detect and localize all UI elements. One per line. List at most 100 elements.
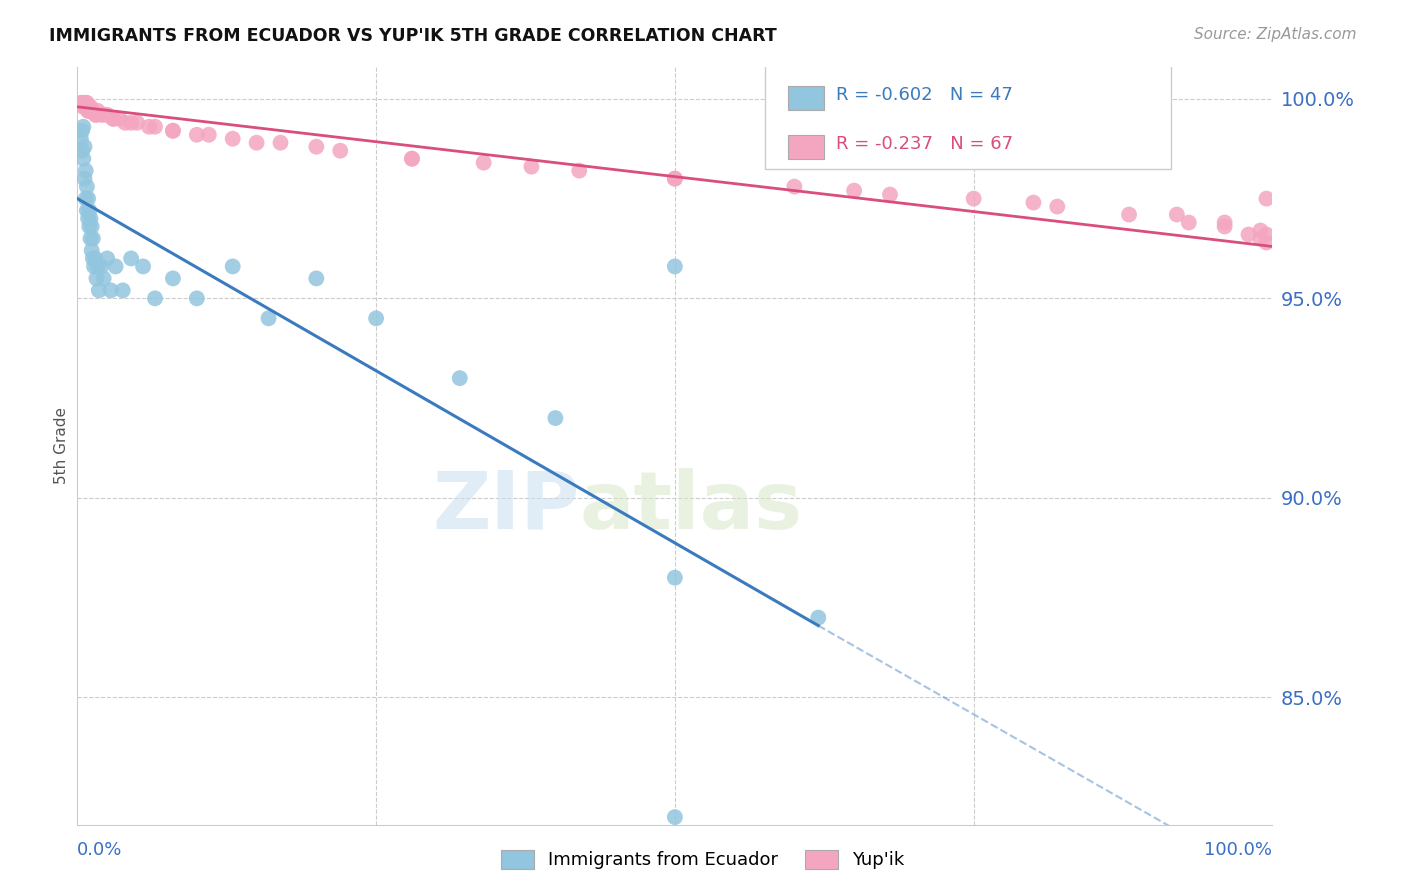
Point (664, 171, 686, 186)
Point (73, 100, 96, 114)
Point (305, 271, 328, 285)
Point (76, 179, 98, 194)
Point (1178, 215, 1201, 229)
Point (1213, 215, 1236, 229)
Point (72, 95, 94, 110)
Point (1022, 195, 1045, 210)
Legend: Immigrants from Ecuador, Yup'ik: Immigrants from Ecuador, Yup'ik (492, 841, 914, 879)
Point (120, 116, 142, 130)
Point (100, 284, 122, 298)
Point (79, 211, 101, 226)
Point (305, 139, 328, 153)
Point (783, 179, 806, 194)
Point (80, 244, 103, 258)
Point (143, 291, 166, 305)
FancyBboxPatch shape (789, 136, 824, 160)
Point (664, 810, 686, 824)
Point (76, 203, 98, 218)
Point (72, 100, 94, 114)
Point (93, 108, 115, 122)
Point (80, 219, 103, 234)
Point (257, 311, 280, 326)
Point (664, 171, 686, 186)
Point (449, 371, 471, 385)
Point (186, 128, 208, 142)
Point (520, 160, 543, 174)
Point (120, 252, 142, 266)
Point (96, 252, 118, 266)
Point (162, 124, 184, 138)
Point (84, 108, 107, 122)
Point (86, 108, 108, 122)
Point (84, 252, 107, 266)
Point (108, 112, 131, 126)
Point (1213, 219, 1236, 234)
Point (1046, 200, 1069, 214)
Point (79, 100, 101, 114)
Point (114, 116, 136, 130)
Point (664, 260, 686, 274)
Point (138, 120, 160, 134)
Point (103, 112, 124, 126)
Point (79, 103, 101, 118)
Point (75, 163, 97, 178)
Point (75, 100, 97, 114)
Point (79, 219, 101, 234)
Point (366, 311, 388, 326)
Point (544, 411, 567, 425)
Point (70, 124, 93, 138)
Point (807, 610, 830, 624)
Point (82, 252, 104, 266)
Point (270, 136, 292, 150)
Point (72, 152, 94, 166)
Text: Source: ZipAtlas.com: Source: ZipAtlas.com (1194, 27, 1357, 42)
Point (1250, 223, 1272, 237)
Y-axis label: 5th Grade: 5th Grade (53, 408, 69, 484)
Point (103, 112, 124, 126)
Text: ZIP: ZIP (432, 467, 579, 546)
Point (186, 291, 208, 305)
Point (82, 103, 104, 118)
Point (401, 152, 423, 166)
Point (87, 284, 110, 298)
Point (222, 260, 245, 274)
Point (1237, 227, 1260, 242)
Point (1118, 208, 1140, 222)
Text: atlas: atlas (579, 467, 803, 546)
Text: 100.0%: 100.0% (1205, 841, 1272, 859)
Point (162, 124, 184, 138)
Point (73, 139, 96, 153)
Point (86, 103, 108, 118)
Point (79, 100, 101, 114)
Point (246, 136, 269, 150)
Point (963, 192, 986, 206)
Point (80, 103, 103, 118)
Text: R = -0.602   N = 47: R = -0.602 N = 47 (837, 86, 1014, 104)
Point (90, 260, 112, 274)
Point (104, 260, 127, 274)
Point (73, 171, 96, 186)
Point (80, 103, 103, 118)
Point (664, 571, 686, 585)
Point (79, 203, 101, 218)
Point (82, 231, 104, 245)
Point (879, 187, 901, 202)
Point (90, 108, 112, 122)
Point (143, 120, 166, 134)
Point (132, 260, 155, 274)
Point (75, 192, 97, 206)
FancyBboxPatch shape (789, 86, 824, 110)
Text: IMMIGRANTS FROM ECUADOR VS YUP'IK 5TH GRADE CORRELATION CHART: IMMIGRANTS FROM ECUADOR VS YUP'IK 5TH GR… (49, 27, 778, 45)
Point (70, 95, 93, 110)
Point (75, 95, 97, 110)
Point (1256, 227, 1278, 242)
Point (86, 260, 108, 274)
Point (1256, 235, 1278, 250)
Point (73, 95, 96, 110)
Point (77, 103, 100, 118)
Point (111, 284, 134, 298)
Point (472, 155, 495, 169)
Point (77, 103, 100, 118)
Point (401, 152, 423, 166)
Point (70, 95, 93, 110)
